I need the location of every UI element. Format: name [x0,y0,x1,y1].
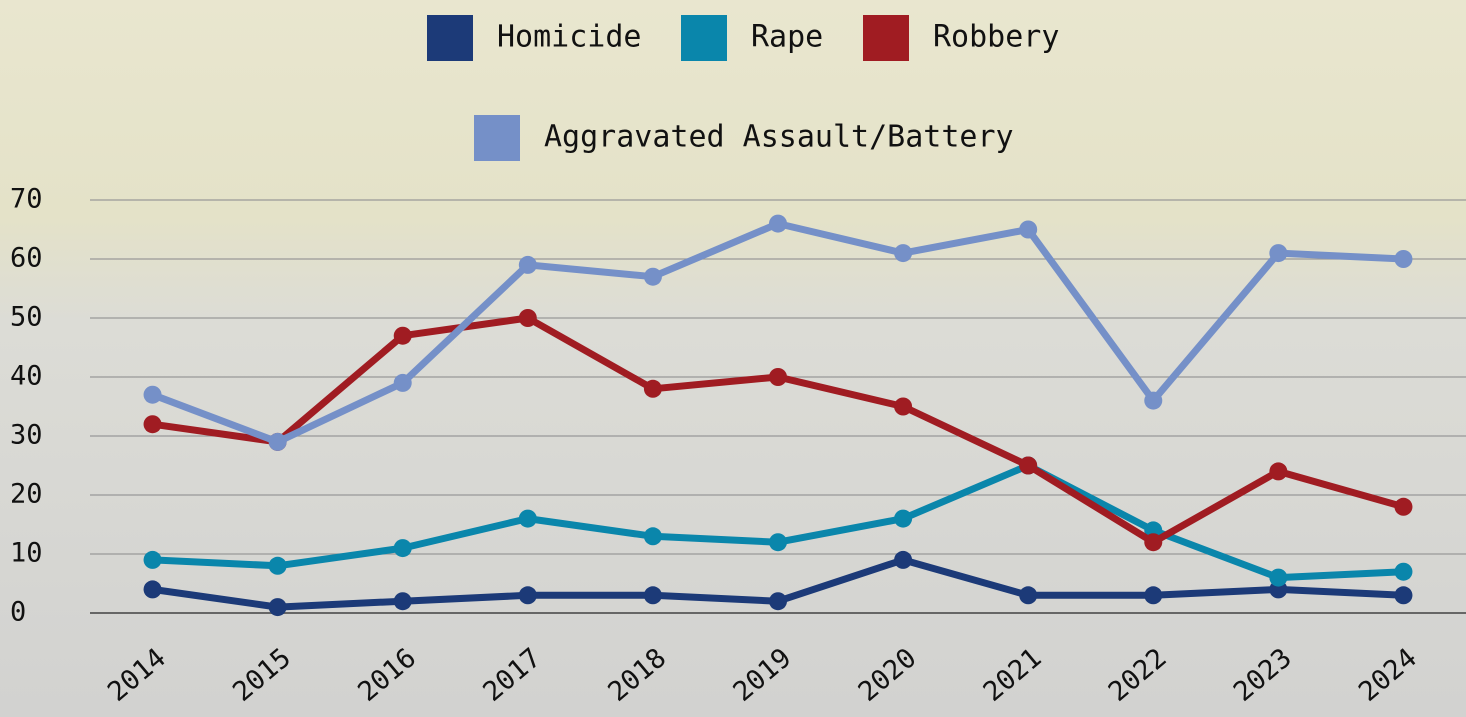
y-tick-label: 0 [10,597,26,628]
y-tick-label: 10 [10,538,43,569]
data-point [894,509,913,528]
data-point [1269,462,1288,481]
data-point [894,550,913,569]
data-point [393,373,412,392]
data-point [268,598,287,617]
data-point [769,592,787,611]
legend-swatch [863,15,909,61]
legend-label: Rape [751,20,823,55]
data-point [393,592,412,611]
y-tick-label: 60 [10,243,43,274]
data-point [518,586,537,605]
data-point [1394,562,1413,581]
data-point [518,255,537,274]
data-point [1394,250,1413,268]
data-point [143,415,162,434]
data-point [769,214,787,233]
data-point [643,267,662,286]
data-point [1144,586,1163,605]
data-point [894,244,913,263]
data-point [1394,497,1413,516]
data-point [1269,244,1288,263]
y-tick-label: 40 [10,361,43,392]
data-point [643,527,662,546]
data-point [894,397,913,416]
legend-swatch [474,115,520,161]
data-point [1144,391,1163,410]
data-point [268,432,287,451]
data-point [1144,533,1163,552]
legend-swatch [681,15,727,61]
data-point [643,379,662,398]
y-tick-label: 30 [10,420,43,451]
data-point [1269,568,1288,587]
legend-label: Homicide [497,20,642,55]
data-point [518,509,537,528]
data-point [393,539,412,558]
data-point [143,550,162,569]
y-tick-label: 50 [10,302,43,333]
data-point [643,586,662,605]
data-point [143,385,162,404]
data-point [1019,220,1038,239]
data-point [393,326,412,345]
data-point [518,309,537,327]
data-point [769,533,787,552]
data-point [769,368,787,386]
data-point [1019,456,1038,475]
data-point [143,580,162,599]
legend-swatch [427,15,473,61]
y-tick-label: 70 [10,184,43,215]
data-point [268,556,287,575]
legend-label: Aggravated Assault/Battery [544,120,1014,155]
legend-label: Robbery [933,20,1059,55]
y-tick-label: 20 [10,479,43,510]
data-point [1394,586,1413,605]
data-point [1019,586,1038,605]
